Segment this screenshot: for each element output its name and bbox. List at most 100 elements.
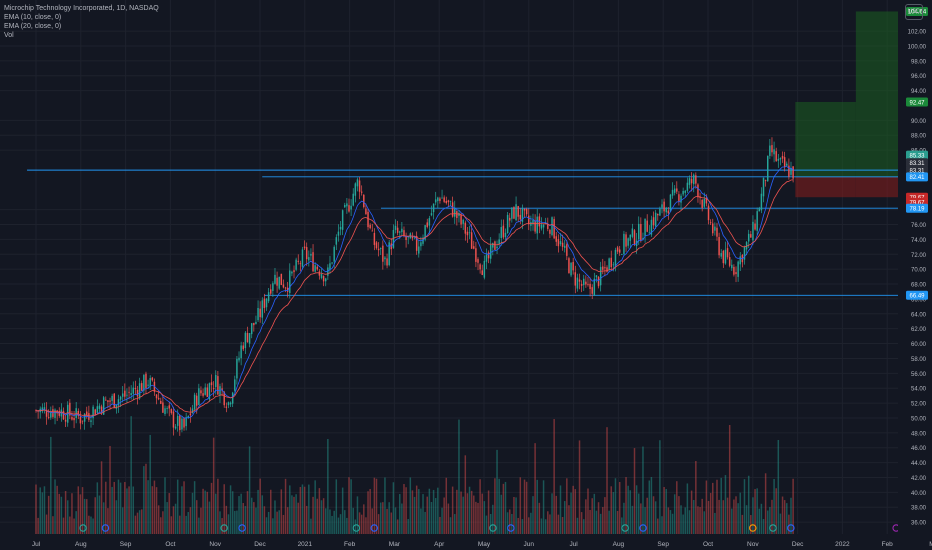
volume-bar bbox=[760, 503, 763, 534]
candle-body bbox=[684, 190, 687, 193]
volume-bar bbox=[54, 479, 56, 534]
volume-bar bbox=[200, 507, 202, 534]
volume-bar bbox=[502, 483, 505, 534]
candle-body bbox=[731, 264, 733, 269]
currency-badge[interactable]: USD bbox=[905, 4, 923, 20]
volume-bar bbox=[100, 461, 103, 534]
candle-body bbox=[792, 166, 794, 179]
volume-bar bbox=[422, 494, 424, 534]
volume-bar bbox=[394, 507, 397, 534]
candle-body bbox=[420, 242, 422, 247]
candle-body bbox=[191, 408, 194, 414]
candle-body bbox=[783, 157, 786, 168]
y-tick-label: 50.00 bbox=[911, 416, 927, 422]
price-label: 78.19 bbox=[909, 207, 925, 213]
candle-body bbox=[485, 254, 488, 262]
price-label: 83.31 bbox=[909, 168, 925, 174]
ema20-legend[interactable]: EMA (20, close, 0) bbox=[4, 23, 62, 30]
event-markers[interactable] bbox=[79, 524, 900, 532]
candle-body bbox=[712, 223, 714, 234]
candle-body bbox=[373, 232, 376, 245]
volume-bar bbox=[663, 487, 665, 534]
volume-bar bbox=[308, 484, 310, 534]
candle-body bbox=[248, 333, 251, 344]
volume-bar bbox=[363, 504, 365, 534]
volume-bar bbox=[358, 512, 361, 534]
candle-body bbox=[460, 214, 462, 225]
symbol-title[interactable]: Microchip Technology Incorporated, 1D, N… bbox=[4, 5, 159, 12]
volume-bar bbox=[654, 501, 657, 534]
volume-bar bbox=[559, 485, 562, 534]
volume-bar bbox=[635, 485, 638, 534]
candle-body bbox=[236, 358, 238, 379]
y-tick-label: 90.00 bbox=[911, 119, 927, 125]
volume-bar bbox=[506, 512, 509, 534]
volume-legend[interactable]: Vol bbox=[4, 32, 14, 39]
ema10-legend[interactable]: EMA (10, close, 0) bbox=[4, 14, 62, 21]
candle-body bbox=[132, 387, 135, 394]
candle-body bbox=[405, 236, 407, 240]
candle-body bbox=[494, 241, 496, 250]
candle-body bbox=[680, 195, 682, 203]
volume-bar bbox=[187, 512, 190, 534]
candle-body bbox=[633, 230, 636, 245]
y-tick-label: 94.00 bbox=[911, 89, 927, 95]
candle-body bbox=[585, 281, 587, 285]
time-axis[interactable]: Jul Aug Sep Oct Nov Dec 2021 Feb Mar Apr May Jun Jul… bbox=[32, 541, 932, 548]
horizontal-levels[interactable] bbox=[27, 169, 898, 296]
candle-body bbox=[451, 202, 454, 217]
candle-body bbox=[760, 193, 763, 211]
y-tick-label: 40.00 bbox=[911, 491, 927, 497]
volume-bar bbox=[602, 507, 604, 534]
volume-bar bbox=[90, 516, 92, 534]
volume-bar bbox=[413, 496, 416, 534]
volume-bar bbox=[157, 505, 160, 534]
volume-bar bbox=[204, 490, 206, 534]
volume-bar bbox=[741, 514, 744, 534]
volume-bar bbox=[629, 490, 632, 534]
candle-body bbox=[282, 284, 285, 288]
candle-body bbox=[43, 407, 46, 410]
volume-bar bbox=[350, 479, 352, 534]
candle-body bbox=[707, 205, 710, 221]
x-tick-label: Nov bbox=[747, 541, 759, 548]
candle-body bbox=[346, 203, 348, 207]
volume-bar bbox=[105, 481, 107, 534]
candle-body bbox=[492, 242, 494, 248]
x-tick-label: Dec bbox=[792, 541, 804, 548]
volume-bar bbox=[563, 501, 566, 534]
candle-body bbox=[107, 400, 109, 402]
volume-bar bbox=[788, 514, 790, 534]
candle-body bbox=[312, 252, 314, 272]
x-tick-label: Jul bbox=[32, 541, 41, 548]
volume-bar bbox=[88, 515, 90, 534]
volume-bar bbox=[41, 492, 44, 534]
candle-body bbox=[225, 406, 228, 408]
candle-body bbox=[470, 232, 473, 249]
volume-bars bbox=[35, 416, 794, 534]
candle-body bbox=[223, 391, 225, 406]
candle-body bbox=[276, 277, 278, 286]
volume-bar bbox=[731, 508, 733, 534]
volume-bar bbox=[557, 514, 560, 534]
volume-bar bbox=[278, 510, 280, 534]
candle-body bbox=[354, 183, 357, 196]
candle-body bbox=[62, 411, 65, 420]
y-tick-label: 76.00 bbox=[911, 223, 927, 229]
candle-body bbox=[356, 179, 359, 187]
candle-body bbox=[289, 270, 291, 294]
volume-bar bbox=[777, 439, 780, 534]
candle-body bbox=[500, 227, 503, 239]
volume-bar bbox=[164, 477, 166, 534]
x-tick-label: Oct bbox=[165, 541, 175, 548]
candle-body bbox=[136, 389, 139, 397]
y-tick-label: 98.00 bbox=[911, 59, 927, 65]
volume-bar bbox=[138, 510, 141, 534]
volume-bar bbox=[253, 502, 255, 534]
volume-bar bbox=[339, 514, 342, 534]
volume-bar bbox=[94, 497, 96, 534]
candle-body bbox=[771, 145, 773, 153]
volume-bar bbox=[379, 502, 382, 534]
volume-bar bbox=[466, 493, 469, 534]
